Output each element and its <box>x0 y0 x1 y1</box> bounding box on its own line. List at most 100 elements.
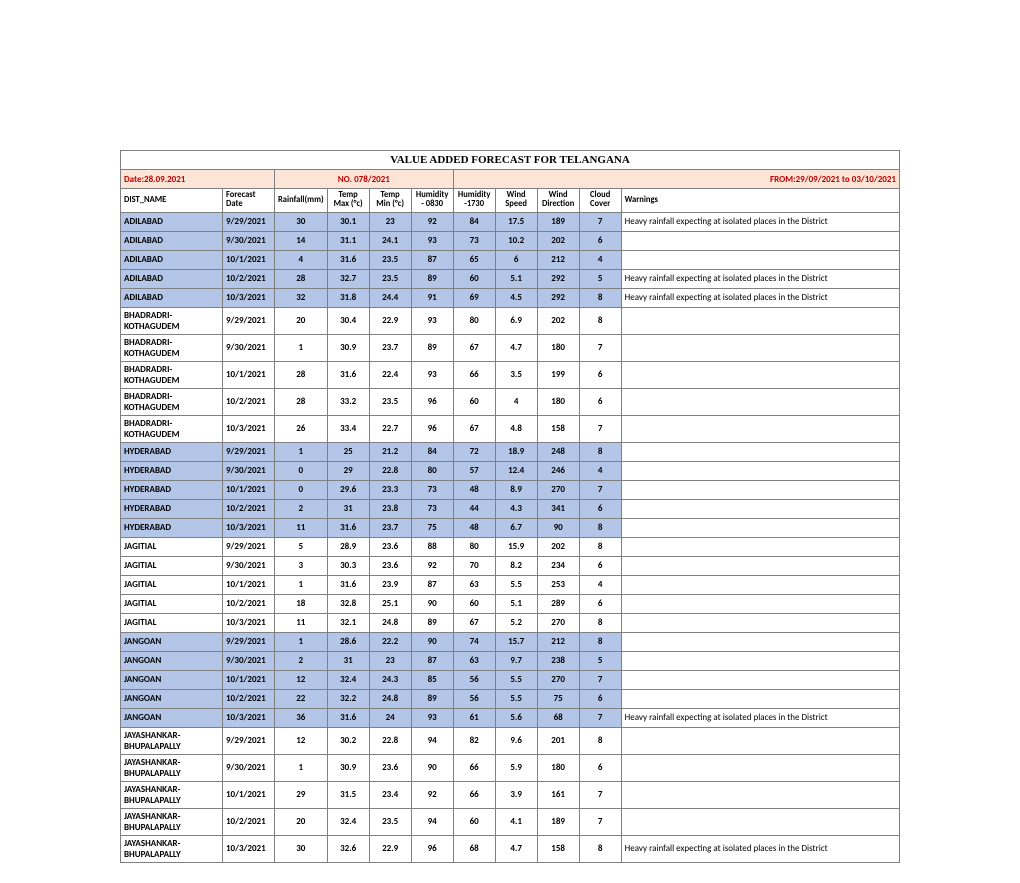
meta-row: Date:28.09.2021 NO. 078/2021 FROM:29/09/… <box>121 170 900 189</box>
wspd-cell: 5.5 <box>495 575 537 594</box>
tmin-cell: 24.8 <box>369 613 411 632</box>
tmin-cell: 23.5 <box>369 250 411 269</box>
wdir-cell: 161 <box>537 781 579 808</box>
tmin-cell: 23.7 <box>369 518 411 537</box>
tmin-cell: 23 <box>369 651 411 670</box>
tmax-cell: 28.6 <box>327 632 369 651</box>
rainfall-cell: 5 <box>275 537 328 556</box>
tmax-cell: 31.6 <box>327 250 369 269</box>
tmax-cell: 33.4 <box>327 415 369 442</box>
tmax-cell: 33.2 <box>327 388 369 415</box>
wspd-cell: 4.8 <box>495 415 537 442</box>
wspd-cell: 5.1 <box>495 594 537 613</box>
cloud-cell: 8 <box>579 727 621 754</box>
dist-cell: ADILABAD <box>121 269 223 288</box>
h1730-cell: 63 <box>453 575 495 594</box>
warn-cell <box>621 461 899 480</box>
fdate-cell: 9/29/2021 <box>223 442 275 461</box>
table-row: ADILABAD9/30/20211431.124.1937310.22026 <box>121 231 900 250</box>
rainfall-cell: 22 <box>275 689 328 708</box>
tmin-cell: 23.6 <box>369 537 411 556</box>
tmin-cell: 23.8 <box>369 499 411 518</box>
wdir-cell: 90 <box>537 518 579 537</box>
fdate-cell: 10/3/2021 <box>223 708 275 727</box>
dist-cell: BHADRADRI-KOTHAGUDEM <box>121 388 223 415</box>
tmax-cell: 31.8 <box>327 288 369 307</box>
tmin-cell: 24.1 <box>369 231 411 250</box>
cloud-cell: 6 <box>579 388 621 415</box>
cloud-cell: 7 <box>579 708 621 727</box>
tmax-cell: 32.4 <box>327 670 369 689</box>
fdate-cell: 10/2/2021 <box>223 594 275 613</box>
cloud-cell: 8 <box>579 537 621 556</box>
warn-cell <box>621 518 899 537</box>
h0830-cell: 87 <box>411 250 453 269</box>
rainfall-cell: 36 <box>275 708 328 727</box>
wdir-cell: 189 <box>537 212 579 231</box>
h0830-cell: 88 <box>411 537 453 556</box>
h0830-cell: 90 <box>411 594 453 613</box>
warn-cell: Heavy rainfall expecting at isolated pla… <box>621 288 899 307</box>
hdr-tmin: Temp Min (°c) <box>369 189 411 213</box>
dist-cell: JAYASHANKAR-BHUPALAPALLY <box>121 754 223 781</box>
tmax-cell: 31 <box>327 499 369 518</box>
fdate-cell: 10/2/2021 <box>223 388 275 415</box>
table-row: JAGITIAL9/29/2021528.923.6888015.92028 <box>121 537 900 556</box>
warn-cell <box>621 537 899 556</box>
h1730-cell: 72 <box>453 442 495 461</box>
h1730-cell: 66 <box>453 781 495 808</box>
tmin-cell: 23 <box>369 212 411 231</box>
tmax-cell: 32.1 <box>327 613 369 632</box>
h0830-cell: 93 <box>411 361 453 388</box>
wspd-cell: 15.9 <box>495 537 537 556</box>
rainfall-cell: 28 <box>275 269 328 288</box>
cloud-cell: 7 <box>579 212 621 231</box>
h0830-cell: 90 <box>411 754 453 781</box>
title: VALUE ADDED FORECAST FOR TELANGANA <box>121 151 900 170</box>
h1730-cell: 80 <box>453 537 495 556</box>
wdir-cell: 180 <box>537 754 579 781</box>
h1730-cell: 48 <box>453 518 495 537</box>
table-row: JAYASHANKAR-BHUPALAPALLY9/29/20211230.22… <box>121 727 900 754</box>
wspd-cell: 8.9 <box>495 480 537 499</box>
tmax-cell: 28.9 <box>327 537 369 556</box>
tmin-cell: 21.2 <box>369 442 411 461</box>
table-row: HYDERABAD10/1/2021029.623.373488.92707 <box>121 480 900 499</box>
dist-cell: JANGOAN <box>121 670 223 689</box>
hdr-tmax: Temp Max (°c) <box>327 189 369 213</box>
meta-no: NO. 078/2021 <box>275 170 454 189</box>
wdir-cell: 246 <box>537 461 579 480</box>
h0830-cell: 80 <box>411 461 453 480</box>
h0830-cell: 90 <box>411 632 453 651</box>
rainfall-cell: 1 <box>275 575 328 594</box>
h0830-cell: 96 <box>411 415 453 442</box>
hdr-wdir: Wind Direction <box>537 189 579 213</box>
tmin-cell: 23.9 <box>369 575 411 594</box>
title-row: VALUE ADDED FORECAST FOR TELANGANA <box>121 151 900 170</box>
dist-cell: BHADRADRI-KOTHAGUDEM <box>121 415 223 442</box>
h0830-cell: 94 <box>411 727 453 754</box>
wdir-cell: 270 <box>537 670 579 689</box>
fdate-cell: 10/3/2021 <box>223 288 275 307</box>
wdir-cell: 180 <box>537 388 579 415</box>
table-row: JAGITIAL10/2/20211832.825.190605.12896 <box>121 594 900 613</box>
tmin-cell: 23.5 <box>369 388 411 415</box>
h1730-cell: 82 <box>453 727 495 754</box>
rainfall-cell: 3 <box>275 556 328 575</box>
warn-cell <box>621 556 899 575</box>
table-row: JANGOAN9/29/2021128.622.2907415.72128 <box>121 632 900 651</box>
warn-cell <box>621 415 899 442</box>
wdir-cell: 253 <box>537 575 579 594</box>
cloud-cell: 8 <box>579 835 621 862</box>
rainfall-cell: 18 <box>275 594 328 613</box>
rainfall-cell: 1 <box>275 632 328 651</box>
h0830-cell: 92 <box>411 212 453 231</box>
dist-cell: ADILABAD <box>121 231 223 250</box>
rainfall-cell: 30 <box>275 212 328 231</box>
rainfall-cell: 11 <box>275 518 328 537</box>
wdir-cell: 202 <box>537 231 579 250</box>
dist-cell: JAGITIAL <box>121 556 223 575</box>
table-row: HYDERABAD9/29/202112521.2847218.92488 <box>121 442 900 461</box>
table-row: BHADRADRI-KOTHAGUDEM10/3/20212633.422.79… <box>121 415 900 442</box>
table-row: JANGOAN9/30/20212312387639.72385 <box>121 651 900 670</box>
